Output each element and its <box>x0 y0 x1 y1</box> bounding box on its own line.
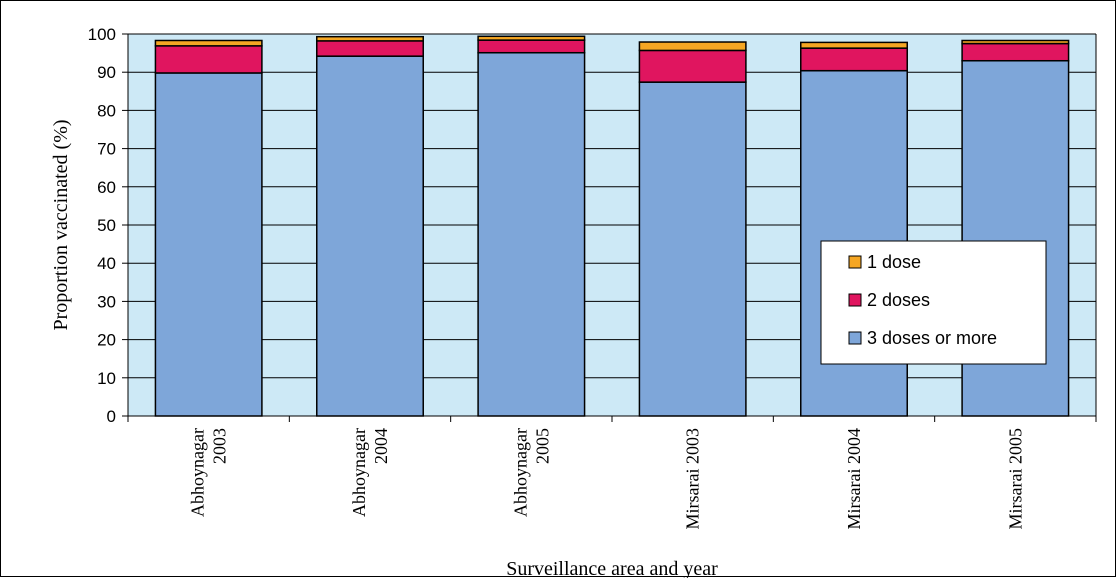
legend-swatch <box>848 255 862 269</box>
x-category-label: Mirsarai 2003 <box>683 428 703 529</box>
bar-segment <box>154 45 263 74</box>
y-tick-label: 70 <box>97 140 116 159</box>
x-category-label-line: 2005 <box>532 428 552 464</box>
legend-label: 3 doses or more <box>867 328 997 348</box>
bar-segment <box>477 51 586 417</box>
legend: 1 dose 2 doses 3 doses or more <box>820 240 1047 365</box>
legend-label: 1 dose <box>867 252 921 272</box>
legend-label: 2 doses <box>867 290 930 310</box>
bar-segment <box>800 47 908 72</box>
x-axis-title: Surveillance area and year <box>506 558 718 578</box>
bar-segment <box>477 39 586 54</box>
y-tick-label: 40 <box>97 254 116 273</box>
y-tick-label: 50 <box>97 216 116 235</box>
x-category-label-line: Mirsarai 2003 <box>683 428 703 529</box>
y-tick-label: 80 <box>97 101 116 120</box>
y-tick-label: 0 <box>107 407 116 426</box>
x-category-label: Abhoynagar 2005 <box>510 428 552 517</box>
y-tick-label: 30 <box>97 292 116 311</box>
x-category-label-line: Abhoynagar <box>349 428 369 517</box>
x-category-label: Mirsarai 2005 <box>1005 428 1025 529</box>
y-axis-title: Proportion vaccinated (%) <box>50 119 72 330</box>
bar-segment <box>800 41 908 49</box>
bar-segment <box>154 39 263 47</box>
x-category-label-line: 2004 <box>371 428 391 464</box>
bar-segment <box>477 35 586 41</box>
bar-segment <box>638 49 747 83</box>
x-category-label: Abhoynagar 2004 <box>349 428 391 517</box>
bar-segment <box>961 42 1070 62</box>
x-category-label: Abhoynagar 2003 <box>188 428 230 517</box>
x-category-label-line: 2003 <box>210 428 230 464</box>
y-tick-label: 100 <box>88 25 116 44</box>
y-tick-labels: 0 10 20 30 40 50 60 70 80 90 100 <box>88 25 116 426</box>
bar-segment <box>961 39 1070 45</box>
x-category-label-line: Abhoynagar <box>188 428 208 517</box>
bar-segment <box>316 55 424 417</box>
bars <box>154 35 1070 417</box>
x-category-label: Mirsarai 2004 <box>844 428 864 529</box>
y-tick-label: 10 <box>97 369 116 388</box>
bar-segment <box>638 41 747 52</box>
legend-swatch <box>848 331 862 345</box>
bar-segment <box>316 40 424 57</box>
y-tick-label: 20 <box>97 331 116 350</box>
y-tick-label: 90 <box>97 63 116 82</box>
bar-segment <box>638 81 747 417</box>
x-category-label-line: Mirsarai 2005 <box>1005 428 1025 529</box>
x-category-labels: Abhoynagar 2003 Abhoynagar 2004 Abhoynagar 20… <box>188 428 1026 529</box>
bar-segment <box>316 35 424 42</box>
axes <box>122 33 1097 422</box>
legend-swatch <box>848 293 862 307</box>
bar-segment <box>154 72 263 417</box>
y-tick-label: 60 <box>97 178 116 197</box>
x-category-label-line: Abhoynagar <box>510 428 530 517</box>
x-category-label-line: Mirsarai 2004 <box>844 428 864 529</box>
